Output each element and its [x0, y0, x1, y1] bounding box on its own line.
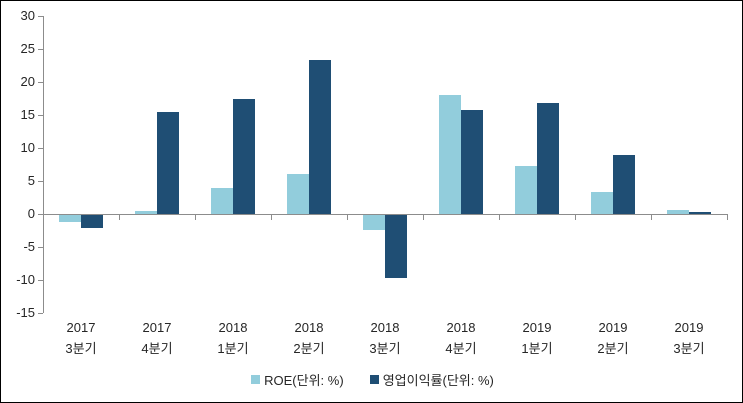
y-tick-mark	[38, 148, 43, 149]
x-category-label: 2018 2분기	[271, 317, 347, 359]
bar-roe	[439, 95, 461, 214]
x-category-label-quarter: 4분기	[445, 341, 477, 356]
y-tick-mark	[38, 280, 43, 281]
x-category-label-year: 2018	[446, 320, 476, 335]
x-category-label-quarter: 3분기	[369, 341, 401, 356]
y-tick-label: -15	[16, 305, 35, 320]
x-category-label-year: 2017	[66, 320, 96, 335]
x-category-label-quarter: 2분기	[597, 341, 629, 356]
y-tick-label: 30	[20, 8, 35, 23]
bar-roe	[211, 188, 233, 214]
x-tick-mark	[271, 215, 272, 220]
y-tick-label: 5	[27, 173, 35, 188]
legend-label-roe: ROE(단위: %)	[264, 372, 344, 388]
x-category-label-quarter: 3분기	[673, 341, 705, 356]
x-category-label-year: 2019	[522, 320, 552, 335]
x-category-label-year: 2019	[674, 320, 704, 335]
y-tick-label: 15	[20, 107, 35, 122]
x-category-label-quarter: 4분기	[141, 341, 173, 356]
bar-op-margin	[537, 103, 559, 214]
x-category-label-quarter: 3분기	[65, 341, 97, 356]
y-tick-label: 20	[20, 74, 35, 89]
bar-roe	[363, 215, 385, 230]
x-category-label: 2018 1분기	[195, 317, 271, 359]
y-tick-label: 25	[20, 41, 35, 56]
y-tick-mark	[38, 214, 43, 215]
bar-roe	[591, 191, 613, 214]
legend: ROE(단위: %) 영업이익률(단위: %)	[1, 368, 742, 390]
bar-op-margin	[309, 60, 331, 214]
y-tick-mark	[38, 115, 43, 116]
x-category-label: 2019 2분기	[575, 317, 651, 359]
x-tick-mark	[195, 215, 196, 220]
bar-roe	[515, 165, 537, 214]
y-tick-label: -10	[16, 272, 35, 287]
x-tick-mark	[499, 215, 500, 220]
x-category-label-year: 2019	[598, 320, 628, 335]
bar-op-margin	[461, 109, 483, 214]
x-tick-mark	[651, 215, 652, 220]
x-category-label: 2017 3분기	[43, 317, 119, 359]
bar-op-margin	[385, 215, 407, 279]
x-tick-mark	[575, 215, 576, 220]
bar-roe	[59, 215, 81, 222]
x-category-label-quarter: 1분기	[521, 341, 553, 356]
bar-roe	[135, 210, 157, 214]
y-tick-label: 0	[27, 206, 35, 221]
y-tick-mark	[38, 313, 43, 314]
x-category-label: 2018 4분기	[423, 317, 499, 359]
x-category-label: 2019 3분기	[651, 317, 727, 359]
y-tick-mark	[38, 82, 43, 83]
x-category-label-year: 2017	[142, 320, 172, 335]
x-category-label-year: 2018	[218, 320, 248, 335]
y-tick-mark	[38, 247, 43, 248]
x-category-label-quarter: 1분기	[217, 341, 249, 356]
x-tick-mark	[423, 215, 424, 220]
y-tick-label: 10	[20, 140, 35, 155]
legend-swatch-roe	[251, 374, 261, 384]
x-category-label: 2019 1분기	[499, 317, 575, 359]
bar-op-margin	[613, 155, 635, 214]
bar-roe	[667, 210, 689, 214]
bar-op-margin	[81, 215, 103, 228]
y-axis-line	[43, 16, 44, 313]
bar-roe	[287, 174, 309, 214]
legend-label-op-margin: 영업이익률(단위: %)	[382, 372, 494, 388]
bar-op-margin	[689, 212, 711, 214]
legend-item-roe: ROE(단위: %)	[251, 370, 344, 389]
x-tick-mark	[727, 215, 728, 220]
x-axis-line	[43, 214, 728, 215]
x-tick-mark	[119, 215, 120, 220]
y-tick-mark	[38, 16, 43, 17]
x-category-label-quarter: 2분기	[293, 341, 325, 356]
y-tick-mark	[38, 49, 43, 50]
x-tick-mark	[43, 215, 44, 220]
x-category-label: 2018 3분기	[347, 317, 423, 359]
y-tick-label: -5	[23, 239, 35, 254]
x-category-label-year: 2018	[370, 320, 400, 335]
x-category-label-year: 2018	[294, 320, 324, 335]
y-tick-mark	[38, 181, 43, 182]
x-category-label: 2017 4분기	[119, 317, 195, 359]
legend-item-op-margin: 영업이익률(단위: %)	[369, 370, 494, 389]
bar-op-margin	[233, 99, 255, 214]
x-tick-mark	[347, 215, 348, 220]
legend-swatch-op-margin	[369, 374, 379, 384]
bar-op-margin	[157, 112, 179, 214]
